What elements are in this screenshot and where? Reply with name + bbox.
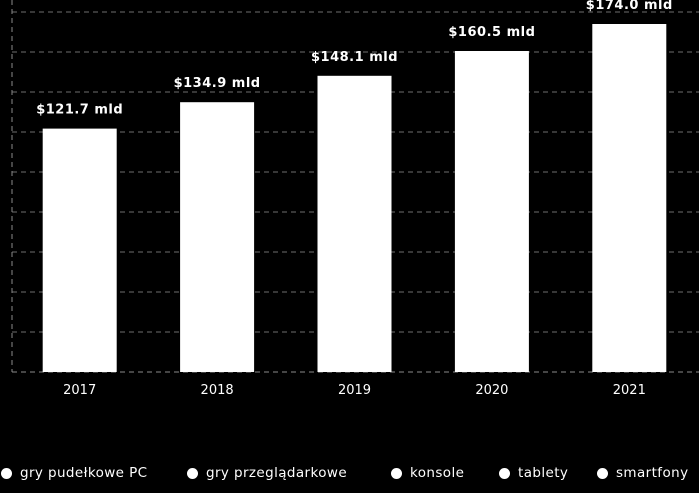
legend: gry pudełkowe PC gry przeglądarkowe kons… bbox=[0, 462, 699, 484]
bars bbox=[42, 24, 667, 373]
bar-chart: $121.7 mld $134.9 mld $148.1 mld $160.5 mld… bbox=[11, 0, 699, 398]
data-label-2017: $121.7 mld bbox=[36, 103, 123, 118]
legend-dot-icon bbox=[597, 467, 608, 479]
x-tick-label-2020: 2020 bbox=[475, 383, 508, 398]
legend-label: smartfony bbox=[616, 465, 689, 481]
legend-item-konsole: konsole bbox=[391, 462, 464, 484]
legend-label: gry przeglądarkowe bbox=[206, 465, 348, 481]
legend-label: gry pudełkowe PC bbox=[20, 465, 148, 481]
data-label-2020: $160.5 mld bbox=[448, 25, 535, 40]
x-tick-label-2018: 2018 bbox=[201, 383, 234, 398]
legend-item-tablety: tablety bbox=[499, 462, 568, 484]
legend-item-smartfony: smartfony bbox=[597, 462, 688, 484]
legend-dot-icon bbox=[1, 467, 12, 479]
bar-2019 bbox=[317, 75, 392, 373]
data-label-2021: $174.0 mld bbox=[586, 0, 673, 13]
x-tick-labels: 2017 2018 2019 2020 2021 bbox=[63, 383, 646, 398]
data-labels: $121.7 mld $134.9 mld $148.1 mld $160.5 mld… bbox=[36, 0, 673, 118]
bar-2020 bbox=[454, 51, 529, 372]
legend-dot-icon bbox=[499, 467, 510, 479]
legend-item-gry-przegladarkowe: gry przeglądarkowe bbox=[187, 462, 347, 484]
data-label-2019: $148.1 mld bbox=[311, 50, 398, 65]
bar-2018 bbox=[180, 102, 255, 372]
bar-2017 bbox=[42, 128, 117, 372]
data-label-2018: $134.9 mld bbox=[174, 76, 261, 91]
x-tick-label-2017: 2017 bbox=[63, 383, 96, 398]
legend-dot-icon bbox=[187, 467, 198, 479]
legend-dot-icon bbox=[391, 467, 402, 479]
x-tick-label-2021: 2021 bbox=[613, 383, 646, 398]
legend-label: tablety bbox=[518, 465, 569, 481]
legend-label: konsole bbox=[410, 465, 465, 481]
legend-item-gry-pudelkowe-pc: gry pudełkowe PC bbox=[1, 462, 147, 484]
x-tick-label-2019: 2019 bbox=[338, 383, 371, 398]
bar-2021 bbox=[592, 24, 667, 372]
